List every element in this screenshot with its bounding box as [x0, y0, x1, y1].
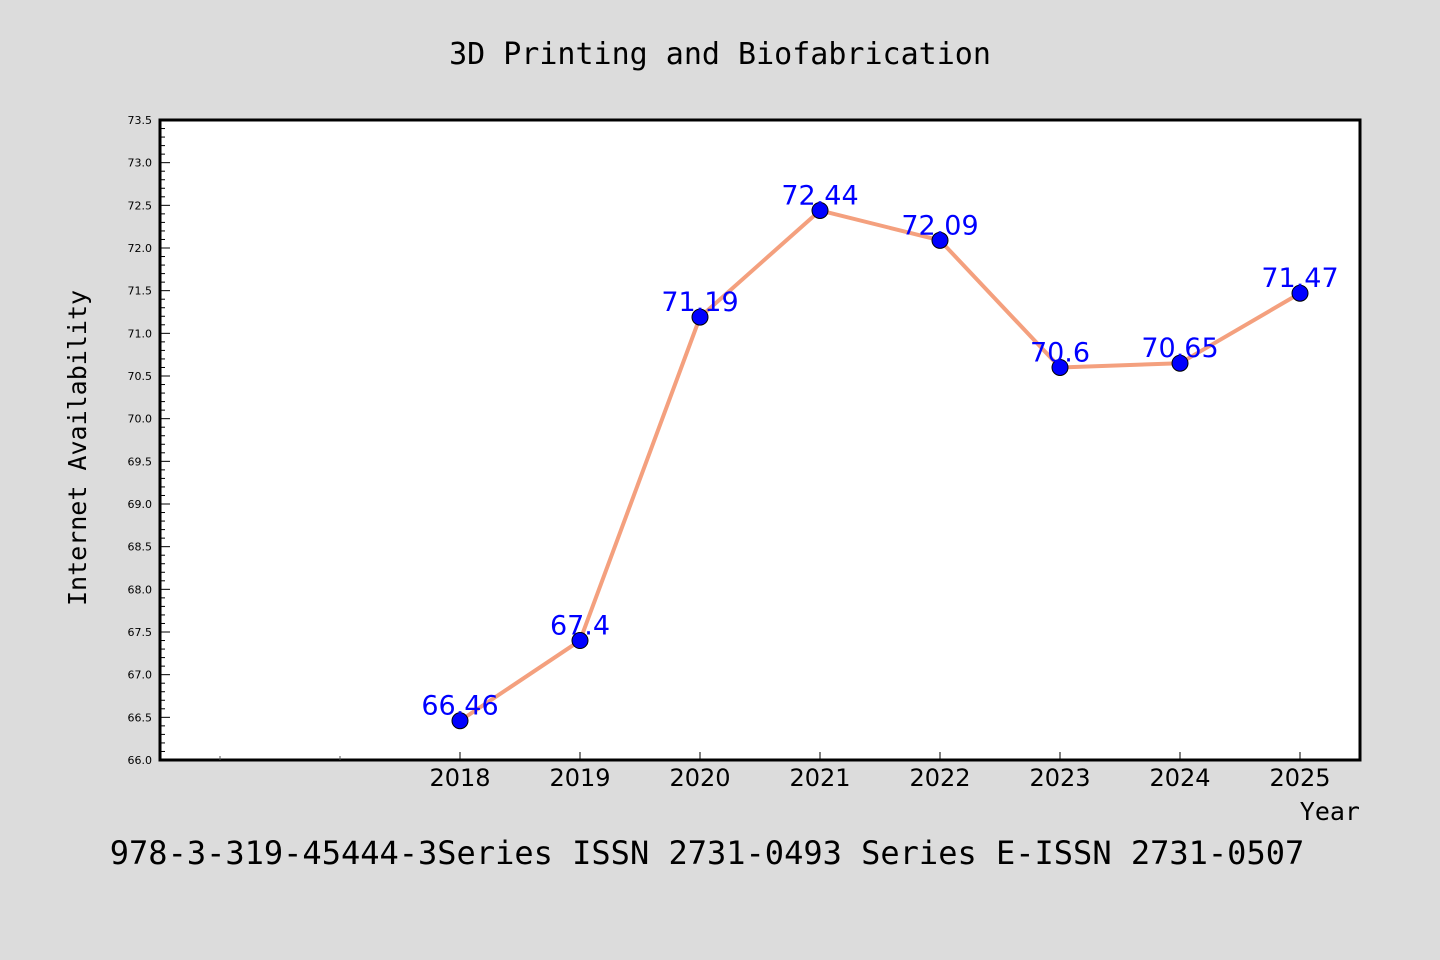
data-label: 70.65 — [1141, 333, 1218, 364]
x-axis-label: Year — [1300, 797, 1360, 826]
data-point — [931, 231, 949, 249]
data-point — [811, 201, 829, 219]
y-tick-label: 69.5 — [128, 455, 153, 468]
x-tick-label: 2021 — [789, 764, 850, 792]
series-line — [458, 208, 1302, 723]
data-label: 67.4 — [550, 611, 610, 642]
chart-title: 3D Printing and Biofabrication — [449, 37, 991, 72]
y-tick-label: 66.5 — [128, 711, 153, 724]
footer-text: 978-3-319-45444-3Series ISSN 2731-0493 S… — [110, 834, 1304, 872]
x-tick-label: 2018 — [429, 764, 490, 792]
data-label: 71.47 — [1261, 263, 1338, 294]
x-tick-label: 2022 — [909, 764, 970, 792]
data-label: 70.6 — [1030, 337, 1090, 368]
data-point — [1291, 284, 1309, 302]
data-label: 72.09 — [901, 210, 978, 241]
x-tick-label: 2023 — [1029, 764, 1090, 792]
y-tick-label: 68.5 — [128, 541, 153, 554]
x-tick-label: 2025 — [1269, 764, 1330, 792]
y-axis-label: Internet Availability — [63, 290, 92, 606]
x-axis: 2018 2019 2020 2021 2022 2023 2024 2025 — [219, 752, 1331, 792]
x-tick-label: 2024 — [1149, 764, 1210, 792]
y-tick-label: 73.5 — [128, 114, 153, 127]
data-point — [1051, 358, 1069, 376]
y-tick-label: 72.5 — [128, 199, 153, 212]
y-tick-label: 73.0 — [128, 157, 153, 170]
plot-area — [158, 118, 1362, 762]
y-tick-label: 67.5 — [128, 626, 153, 639]
data-point — [1171, 354, 1189, 372]
y-tick-label: 70.0 — [128, 413, 153, 426]
data-point — [571, 632, 589, 650]
y-tick-label: 71.0 — [128, 327, 153, 340]
y-tick-label: 71.5 — [128, 285, 153, 298]
x-tick-label: 2020 — [669, 764, 730, 792]
y-axis: 66.0 66.5 67.0 67.5 68.0 68.5 69.0 69.5 70.0 70.5… — [128, 114, 170, 767]
x-tick-label: 2019 — [549, 764, 610, 792]
y-tick-label: 68.0 — [128, 583, 153, 596]
y-tick-label: 69.0 — [128, 498, 153, 511]
y-tick-label: 66.0 — [128, 754, 153, 767]
data-point — [451, 712, 469, 730]
data-label: 66.46 — [421, 691, 498, 722]
y-tick-label: 70.5 — [128, 370, 153, 383]
y-tick-label: 72.0 — [128, 242, 153, 255]
data-label: 72.44 — [781, 180, 858, 211]
y-tick-label: 67.0 — [128, 669, 153, 682]
data-point — [691, 308, 709, 326]
series-layer: 66.46 67.4 71.19 72.44 72.09 70.6 70.65 71.47 — [421, 180, 1339, 730]
data-label: 71.19 — [661, 287, 738, 318]
